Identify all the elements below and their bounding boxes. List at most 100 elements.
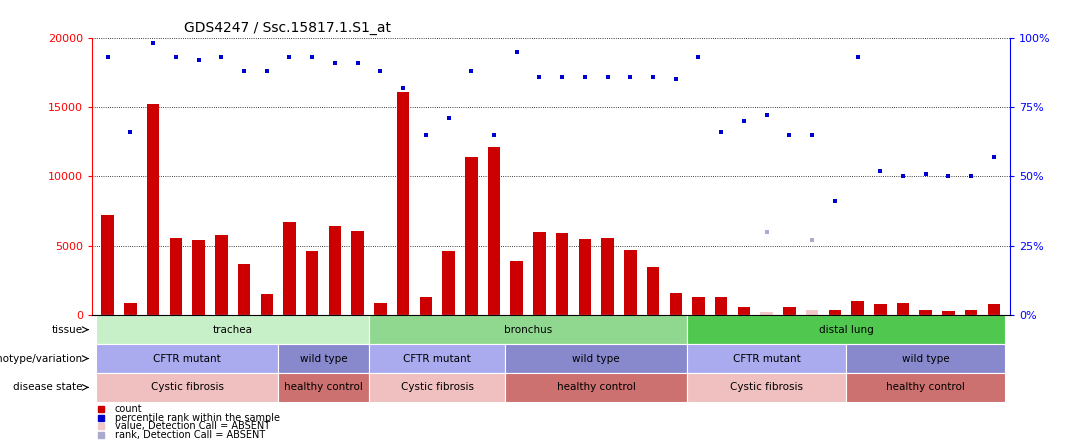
Bar [687,344,847,373]
Bar [369,315,687,344]
Point [554,73,571,80]
Text: genotype/variation: genotype/variation [0,353,83,364]
Bar [964,310,977,315]
Point [599,73,617,80]
Bar [624,250,636,315]
Text: CFTR mutant: CFTR mutant [153,353,221,364]
Bar [579,239,591,315]
Bar [505,373,687,402]
Text: wild type: wild type [572,353,620,364]
Text: rank, Detection Call = ABSENT: rank, Detection Call = ABSENT [114,430,265,440]
Point [190,56,207,63]
Bar [715,297,728,315]
Bar [369,373,505,402]
Point [145,40,162,47]
Bar [556,234,568,315]
Bar [96,373,279,402]
Text: GDS4247 / Ssc.15817.1.S1_at: GDS4247 / Ssc.15817.1.S1_at [184,21,391,36]
Bar [760,313,773,315]
Point [826,198,843,205]
Point [940,173,957,180]
Bar [670,293,683,315]
Point [667,76,685,83]
Bar [192,240,205,315]
Point [326,59,343,66]
Bar [806,310,819,315]
Point [99,54,117,61]
Point [758,229,775,236]
Bar [215,235,228,315]
Text: value, Detection Call = ABSENT: value, Detection Call = ABSENT [114,421,270,432]
Text: healthy control: healthy control [887,382,966,392]
Bar [647,267,659,315]
Bar [874,304,887,315]
Bar [96,344,279,373]
Point [530,73,548,80]
Text: distal lung: distal lung [819,325,874,335]
Bar [511,261,523,315]
Bar [283,222,296,315]
Bar [534,232,545,315]
Bar [919,310,932,315]
Bar [505,344,687,373]
Bar [396,92,409,315]
Bar [692,297,705,315]
Text: wild type: wild type [300,353,348,364]
Bar [328,226,341,315]
Bar [806,310,819,315]
Point [758,112,775,119]
Text: tissue: tissue [52,325,83,335]
Bar [738,307,751,315]
Point [213,54,230,61]
Point [962,173,980,180]
Bar [847,373,1005,402]
Point [849,54,866,61]
Point [645,73,662,80]
Point [508,48,525,55]
Text: percentile rank within the sample: percentile rank within the sample [114,412,280,423]
Point [894,173,912,180]
Point [713,129,730,136]
Text: CFTR mutant: CFTR mutant [733,353,800,364]
Bar [443,251,455,315]
Point [735,118,753,125]
Bar [488,147,500,315]
Bar [783,307,796,315]
Point [872,167,889,174]
Bar [847,344,1005,373]
Point [281,54,298,61]
Bar [102,215,114,315]
Bar [465,157,477,315]
Point [372,67,389,75]
Point [485,131,502,139]
Bar [602,238,613,315]
Point [577,73,594,80]
Bar [760,313,773,315]
Text: count: count [114,404,143,414]
Text: Cystic fibrosis: Cystic fibrosis [401,382,474,392]
Bar [369,344,505,373]
Bar [238,264,251,315]
Point [804,131,821,139]
Text: healthy control: healthy control [284,382,363,392]
Bar [260,294,273,315]
Bar [170,238,183,315]
Bar [124,303,137,315]
Text: Cystic fibrosis: Cystic fibrosis [151,382,224,392]
Point [690,54,707,61]
Bar [896,303,909,315]
Bar [687,373,847,402]
Point [622,73,639,80]
Text: disease state: disease state [13,382,83,392]
Point [167,54,185,61]
Bar [851,301,864,315]
Text: bronchus: bronchus [504,325,552,335]
Point [804,237,821,244]
Point [985,154,1002,161]
Bar [942,311,955,315]
Point [303,54,321,61]
Bar [687,315,1005,344]
Bar [987,304,1000,315]
Text: trachea: trachea [213,325,253,335]
Bar [351,230,364,315]
